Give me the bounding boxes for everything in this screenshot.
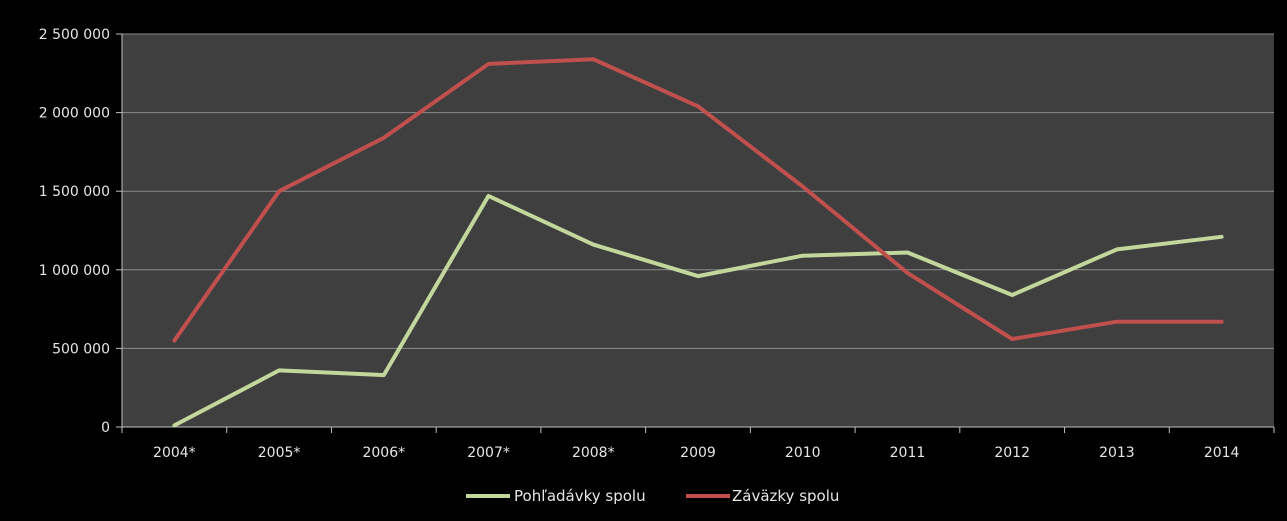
x-tick-label: 2014: [1204, 445, 1240, 461]
y-tick-label: 1 500 000: [39, 184, 110, 200]
plot-area: [122, 34, 1274, 427]
x-tick-label: 2008*: [572, 445, 615, 461]
legend: Pohľadávky spolu Záväzky spolu: [466, 487, 839, 505]
x-tick-label: 2012: [994, 445, 1030, 461]
legend-label-1: Pohľadávky spolu: [514, 487, 646, 505]
y-tick-label: 2 500 000: [39, 27, 110, 43]
x-tick-label: 2005*: [258, 445, 301, 461]
axes: [116, 33, 1275, 433]
x-tick-label: 2006*: [362, 445, 405, 461]
series-line-1: [172, 193, 1224, 428]
x-tick-label: 2007*: [467, 445, 510, 461]
x-tick-label: 2009: [680, 445, 716, 461]
x-tick-label: 2013: [1099, 445, 1135, 461]
x-tick-label: 2010: [785, 445, 821, 461]
series-line-2: [172, 57, 1224, 343]
x-tick-label: 2011: [890, 445, 926, 461]
gridlines: [122, 33, 1274, 349]
x-axis-tick-labels: 2004* 2005* 2006* 2007* 2008* 2009 2010 2011 201…: [153, 445, 1239, 461]
y-tick-label: 1 000 000: [39, 263, 110, 279]
y-tick-label: 2 000 000: [39, 106, 110, 122]
y-axis-tick-labels: 0 500 000 1 000 000 1 500 000 2 000 000 2 500…: [39, 27, 110, 436]
x-tick-label: 2004*: [153, 445, 196, 461]
series-lines: [172, 57, 1224, 428]
legend-label-2: Záväzky spolu: [732, 487, 839, 505]
y-tick-label: 500 000: [52, 341, 110, 357]
y-tick-label: 0: [101, 420, 110, 436]
